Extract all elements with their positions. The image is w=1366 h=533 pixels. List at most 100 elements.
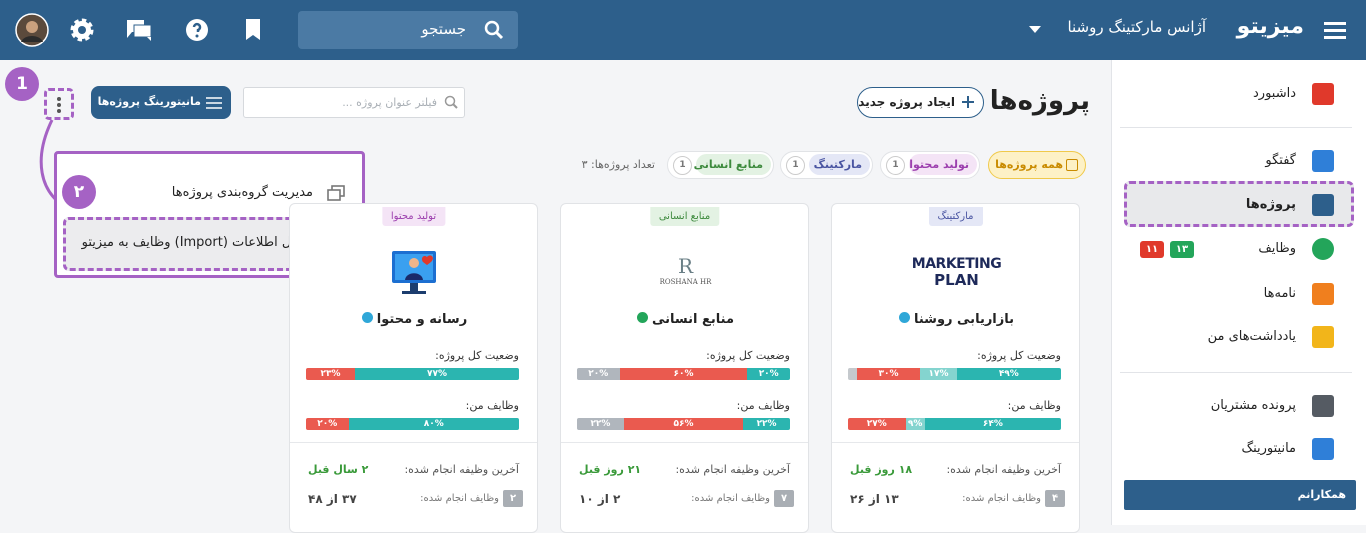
nav-label: پروژه‌ها [1245, 197, 1296, 212]
segment-label: ۲۰% [588, 369, 609, 379]
mine-label: وظایف من: [736, 399, 790, 412]
count-badge: ۲ [503, 490, 523, 507]
nav-item[interactable]: مانیتورینگ [1116, 437, 1366, 463]
segment-label: ۳۰% [878, 369, 899, 379]
progress-bar: ۶۴% ۹% ۲۷% [848, 418, 1061, 430]
sidebar: همکارانم داشبورد گفتگو پروژه‌ها وظایف نامه‌ه… [1111, 60, 1366, 525]
menu-icon[interactable] [1324, 20, 1348, 40]
search-box[interactable]: جستجو [298, 11, 518, 49]
status-label: وضعیت کل پروژه: [977, 349, 1061, 362]
nav-icon [1312, 194, 1334, 216]
progress-segment [848, 368, 857, 380]
annotation-badge: ۲ [62, 175, 96, 209]
progress-bar: ۸۰% ۲۰% [306, 418, 519, 430]
nav-icon [1312, 438, 1334, 460]
group-icon [327, 185, 345, 201]
chip-label: منابع انسانی [693, 158, 763, 171]
kebab-icon [57, 97, 61, 113]
nav-item[interactable]: گفتگو [1116, 149, 1366, 175]
annotation-badge: 1 [5, 67, 39, 101]
progress-segment: ۴۹% [956, 368, 1061, 380]
menu-item[interactable]: مدیریت گروه‌بندی پروژه‌ها [171, 185, 313, 200]
filter-chip[interactable]: تولید محتوا 1 [880, 151, 980, 179]
nav-item[interactable]: پرونده مشتریان [1116, 394, 1366, 420]
nav-icon [1312, 283, 1334, 305]
chip-pill: همه پروژه‌ها [991, 154, 1083, 175]
chip-count: 1 [673, 156, 692, 175]
progress-segment: ۲۲% [743, 418, 790, 430]
monitoring-button[interactable]: مانیتورینگ پروژه‌ها [91, 86, 231, 119]
segment-label: ۲۳% [320, 369, 341, 379]
progress-segment: ۷۷% [355, 368, 519, 380]
nav-label: داشبورد [1253, 86, 1296, 101]
project-card[interactable]: تولید محتوا رسانه و محتوا وضعیت کل پروژه: ۷… [289, 203, 538, 533]
progress-bar: ۷۷% ۲۳% [306, 368, 519, 380]
project-name-text: بازاریابی روشنا [913, 312, 1015, 327]
nav-item[interactable]: وظایف [1116, 237, 1366, 263]
filter-input[interactable]: فیلتر عنوان پروژه ... [243, 87, 465, 118]
logo-illustration [390, 249, 442, 297]
last-task-label: آخرین وظیفه انجام شده: [404, 463, 519, 476]
done-label: وظایف انجام شده: [962, 493, 1041, 504]
chip-icon [1066, 159, 1078, 171]
nav-label: نامه‌ها [1263, 286, 1296, 301]
logo-text: ROSHANA HR [659, 278, 712, 286]
chip-count: 1 [886, 156, 905, 175]
divider [561, 442, 808, 443]
segment-label: ۱۷% [928, 369, 949, 379]
brand: میزیتو [1236, 14, 1304, 39]
search-placeholder: جستجو [421, 20, 466, 38]
task-badge: ۱۳ [1170, 241, 1194, 258]
nav-item[interactable]: یادداشت‌های من [1116, 325, 1366, 351]
mine-label: وظایف من: [1007, 399, 1061, 412]
monitor-icon [206, 97, 222, 109]
filter-chip[interactable]: مارکتینگ 1 [780, 151, 873, 179]
verified-icon [898, 312, 910, 323]
last-task-label: آخرین وظیفه انجام شده: [675, 463, 790, 476]
nav-item[interactable]: داشبورد [1116, 82, 1366, 108]
project-card[interactable]: مارکتینگ MARKETING PLAN بازاریابی روشنا وضعی… [831, 203, 1080, 533]
count-badge: ۴ [1045, 490, 1065, 507]
chat-icon[interactable] [126, 18, 152, 42]
status-label: وضعیت کل پروژه: [706, 349, 790, 362]
category-tag: منابع انسانی [649, 207, 720, 226]
last-task-value: ۲۱ روز قبل [579, 463, 642, 476]
nav-icon [1312, 326, 1334, 348]
progress-segment: ۲۰% [577, 368, 620, 380]
segment-label: ۶۰% [673, 369, 694, 379]
logo-text: MARKETING [911, 256, 1002, 272]
nav-icon [1312, 83, 1334, 105]
settings-icon[interactable] [69, 17, 95, 43]
progress-segment: ۲۷% [848, 418, 906, 430]
done-value: ۲ از ۱۰ [579, 492, 621, 506]
done-label: وظایف انجام شده: [691, 493, 770, 504]
help-icon[interactable] [185, 18, 209, 42]
chip-label: مارکتینگ [813, 158, 862, 171]
segment-label: ۲۲% [590, 419, 611, 429]
divider [1120, 372, 1352, 373]
org-selector[interactable]: آژانس مارکتینگ روشنا [1067, 18, 1206, 36]
progress-segment: ۱۷% [920, 368, 957, 380]
progress-segment: ۵۶% [623, 418, 744, 430]
new-project-button[interactable]: ایجاد پروژه جدید [857, 87, 984, 118]
segment-label: ۹% [907, 419, 923, 429]
nav-label: یادداشت‌های من [1207, 329, 1296, 344]
kebab-highlight[interactable] [44, 88, 74, 120]
bookmark-icon[interactable] [244, 18, 262, 42]
avatar[interactable] [15, 13, 49, 47]
progress-segment: ۲۰% [306, 418, 349, 430]
menu-item: انتقال اطلاعات (Import) وظایف به میزیتو [81, 235, 313, 250]
nav-label: وظایف [1258, 241, 1296, 256]
project-card[interactable]: منابع انسانی R ROSHANA HR منابع انسانی وضعیت… [560, 203, 809, 533]
nav-item[interactable]: نامه‌ها [1116, 282, 1366, 308]
filter-chip[interactable]: همه پروژه‌ها [988, 151, 1086, 179]
section-header: همکارانم [1124, 480, 1356, 510]
nav-icon [1312, 150, 1334, 172]
filter-chip[interactable]: منابع انسانی 1 [667, 151, 774, 179]
monitor-illustration [392, 251, 436, 294]
logo-text: R [677, 254, 694, 278]
nav-item[interactable]: پروژه‌ها [1116, 193, 1366, 219]
plus-icon [962, 96, 974, 108]
chip-pill: منابع انسانی [693, 154, 771, 175]
